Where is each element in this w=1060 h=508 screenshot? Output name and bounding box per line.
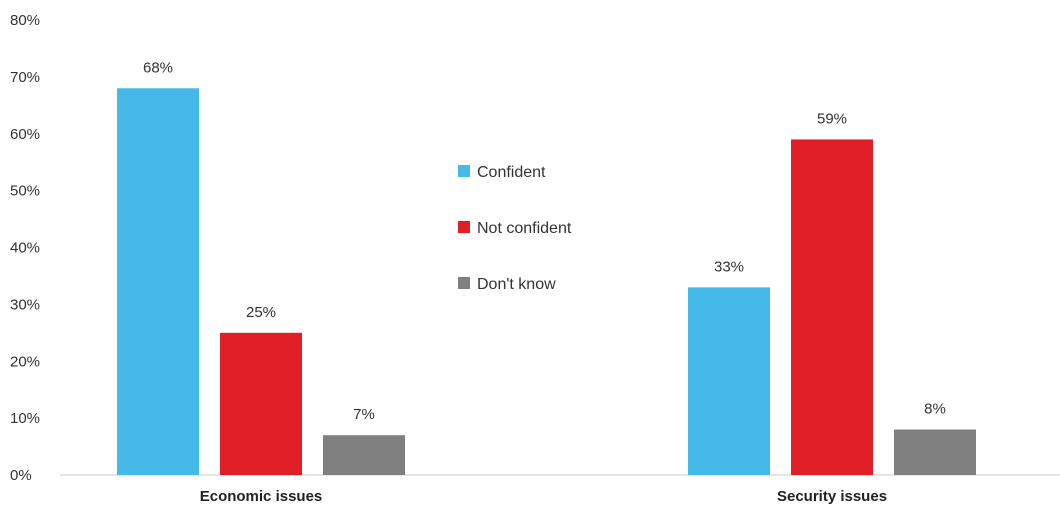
bar-group: [117, 88, 405, 475]
bar-groups: [117, 88, 976, 475]
y-tick-label: 30%: [10, 296, 40, 313]
y-tick-label: 40%: [10, 240, 40, 257]
bar: [220, 332, 302, 475]
y-tick-label: 50%: [10, 183, 40, 200]
legend-item: Not confident: [458, 220, 572, 237]
legend-label: Not confident: [477, 220, 572, 237]
y-tick-label: 60%: [10, 126, 40, 143]
bar: [688, 287, 770, 475]
data-label: 7%: [353, 406, 375, 423]
bar-group: [688, 139, 976, 475]
legend-label: Don't know: [477, 276, 556, 293]
y-tick-label: 80%: [10, 12, 40, 29]
y-axis-ticks: 0% 10% 20% 30% 40% 50% 60% 70% 80%: [10, 12, 40, 484]
bar: [894, 429, 976, 475]
y-tick-label: 0%: [10, 467, 32, 484]
data-label: 68%: [143, 59, 173, 76]
data-label: 59%: [817, 110, 847, 127]
legend: Confident Not confident Don't know: [458, 164, 572, 293]
y-tick-label: 10%: [10, 410, 40, 427]
data-labels: 68% 25% 7% 33% 59% 8%: [143, 59, 946, 423]
legend-swatch: [458, 165, 470, 177]
legend-item: Confident: [458, 164, 546, 181]
category-label: Economic issues: [200, 488, 323, 505]
legend-item: Don't know: [458, 276, 556, 293]
legend-label: Confident: [477, 164, 546, 181]
category-label: Security issues: [777, 488, 887, 505]
data-label: 33%: [714, 258, 744, 275]
bar: [791, 139, 873, 475]
x-axis-category-labels: Economic issues Security issues: [200, 488, 887, 505]
bar: [117, 88, 199, 475]
legend-swatch: [458, 277, 470, 289]
data-label: 8%: [924, 401, 946, 418]
y-tick-label: 70%: [10, 69, 40, 86]
y-tick-label: 20%: [10, 353, 40, 370]
bar: [323, 435, 405, 475]
legend-swatch: [458, 221, 470, 233]
data-label: 25%: [246, 304, 276, 321]
